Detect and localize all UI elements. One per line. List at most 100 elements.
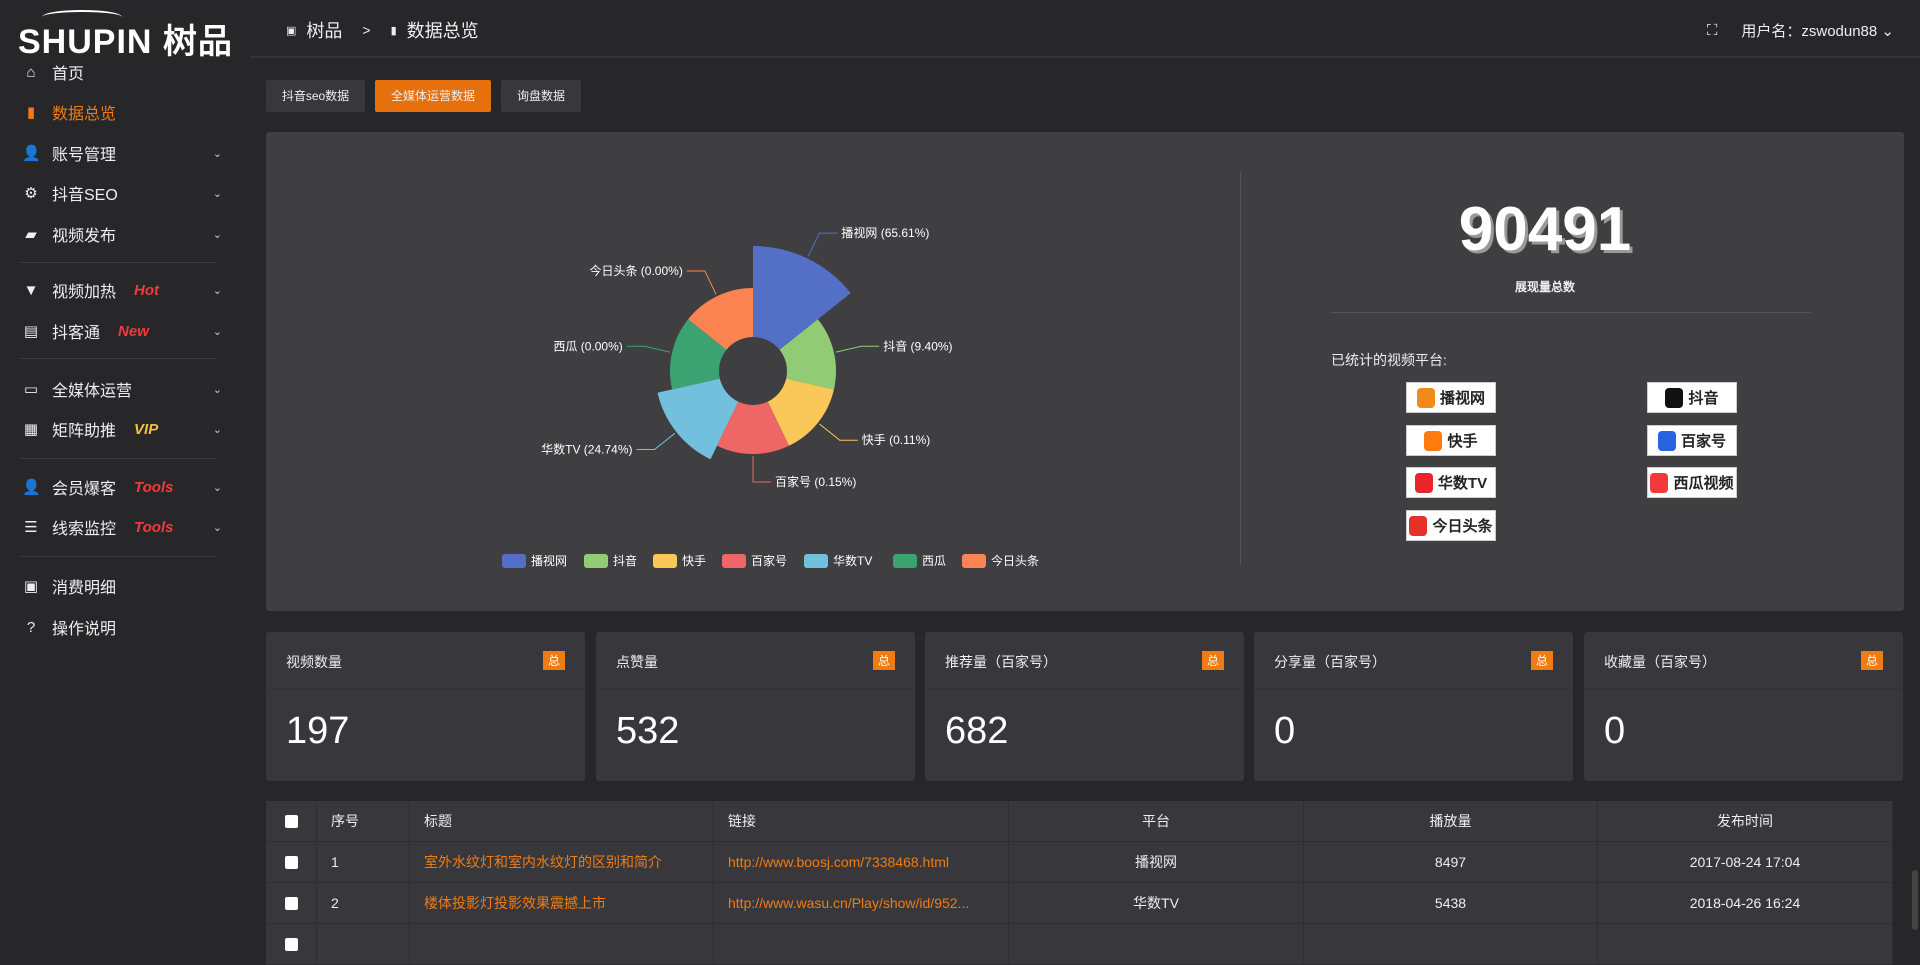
sidebar-item-7[interactable]: ▭ 全媒体运营 ⌄: [22, 374, 232, 404]
chevron-down-icon: ⌄: [212, 228, 222, 241]
help-icon: ?: [26, 618, 36, 636]
table-cell[interactable]: http://www.boosj.com/7338468.html: [728, 854, 950, 870]
platform-logo-mark: [1424, 430, 1443, 451]
legend-label[interactable]: 快手: [682, 554, 706, 568]
table-cell: 2018-04-26 16:24: [1689, 895, 1801, 911]
sidebar-item-label: 全媒体运营: [52, 383, 133, 400]
legend-swatch[interactable]: [653, 554, 677, 568]
sidebar-item-10[interactable]: ☰ 线索监控 Tools ⌄: [22, 512, 232, 542]
platform-logo-mark: [1414, 472, 1433, 493]
label-line: [807, 232, 838, 257]
table-cell[interactable]: 室外水纹灯和室内水纹灯的区别和简介: [424, 854, 662, 870]
label-line: [819, 423, 858, 441]
sidebar-item-3[interactable]: ⚙ 抖音SEO ⌄: [22, 178, 232, 208]
row-checkbox[interactable]: [284, 855, 298, 869]
legend-swatch[interactable]: [584, 554, 608, 568]
stat-value: 197: [286, 710, 350, 752]
stat-title: 视频数量: [286, 654, 342, 670]
sidebar-item-label: 首页: [52, 66, 85, 83]
tab-all-media[interactable]: 全媒体运营数据: [375, 80, 491, 112]
table-cell: 8497: [1434, 854, 1467, 870]
table-cell[interactable]: http://www.wasu.cn/Play/show/id/952...: [728, 895, 970, 911]
legend-label[interactable]: 播视网: [531, 553, 567, 568]
slice-label: 快手 (0.11%): [862, 433, 930, 447]
sidebar-item-5[interactable]: ▼ 视频加热 Hot ⌄: [22, 275, 232, 305]
member-icon: 👤: [22, 479, 41, 496]
platform-logo: 今日头条: [1406, 510, 1496, 541]
logo[interactable]: SHUPIN 树品: [18, 10, 233, 63]
user-menu[interactable]: 用户名：zswodun88 ⌄: [1741, 20, 1894, 41]
stat-title: 分享量（百家号）: [1274, 654, 1386, 670]
pie-slice[interactable]: [688, 288, 753, 350]
rose-pie-chart: 播视网 (65.61%) 抖音 (9.40%) 快手 (0.11%) 百家号 (0.1…: [502, 225, 1039, 568]
pie-slice[interactable]: [753, 246, 851, 350]
legend-label[interactable]: 西瓜: [922, 554, 946, 568]
tab-douyin-seo[interactable]: 抖音seo数据: [266, 80, 365, 112]
sidebar-item-1[interactable]: ▮ 数据总览: [22, 97, 232, 127]
sidebar-item-9[interactable]: 👤 会员爆客 Tools ⌄: [22, 472, 232, 502]
pie-slice[interactable]: [779, 319, 836, 390]
monitor-icon: ▭: [23, 381, 39, 398]
home-icon: ⌂: [26, 63, 36, 81]
tab-inquiry[interactable]: 询盘数据: [501, 80, 581, 112]
table-cell[interactable]: 楼体投影灯投影效果震撼上市: [424, 895, 606, 911]
column-header: 标题: [424, 813, 452, 829]
sidebar-item-4[interactable]: ▰ 视频发布 ⌄: [22, 219, 232, 249]
legend-swatch[interactable]: [502, 554, 526, 568]
column-header: 平台: [1142, 813, 1170, 829]
logo-text: SHUPIN: [18, 23, 153, 61]
label-line: [752, 456, 771, 483]
breadcrumb-current: 数据总览: [406, 21, 479, 41]
sidebar-item-2[interactable]: 👤 账号管理 ⌄: [22, 138, 232, 168]
logo-cn: 树品: [162, 23, 233, 61]
sidebar-item-label: 会员爆客: [52, 481, 117, 498]
sidebar-item-label: 视频发布: [52, 228, 117, 245]
sidebar-item-label: 视频加热: [52, 284, 117, 301]
legend-label[interactable]: 百家号: [751, 553, 787, 568]
legend-swatch[interactable]: [962, 554, 986, 568]
pie-slice[interactable]: [716, 401, 790, 454]
breadcrumb-home[interactable]: 树品: [306, 21, 343, 41]
divider: [1240, 172, 1241, 565]
sidebar-divider: [20, 262, 216, 263]
stat-value: 682: [945, 710, 1009, 752]
fullscreen-icon[interactable]: ⛶: [1706, 22, 1718, 39]
legend-label[interactable]: 华数TV: [833, 553, 872, 568]
label-line: [636, 432, 676, 451]
sidebar-item-12[interactable]: ? 操作说明: [22, 612, 232, 642]
stat-title: 推荐量（百家号）: [945, 654, 1057, 670]
platform-logo: 抖音: [1647, 382, 1737, 413]
sidebar-item-8[interactable]: ▦ 矩阵助推 VIP ⌄: [22, 414, 232, 444]
sidebar-item-6[interactable]: ▤ 抖客通 New ⌄: [22, 316, 232, 346]
pie-slice[interactable]: [657, 378, 739, 460]
sidebar-badge: Hot: [134, 281, 160, 299]
legend-label[interactable]: 今日头条: [991, 553, 1039, 568]
divider: [1331, 312, 1811, 313]
stat-card: 点赞量 总 532: [596, 632, 915, 781]
table-row: 1 室外水纹灯和室内水纹灯的区别和简介 http://www.boosj.com/7…: [266, 842, 1893, 883]
sliders-icon: ☰: [24, 519, 38, 536]
chevron-down-icon: ⌄: [212, 521, 222, 534]
stat-card: 收藏量（百家号） 总 0: [1584, 632, 1903, 781]
platform-logo: 西瓜视频: [1647, 467, 1737, 498]
sidebar-item-11[interactable]: ▣ 消费明细: [22, 571, 232, 601]
sidebar-item-label: 矩阵助推: [52, 423, 117, 440]
platform-logo: 华数TV: [1406, 467, 1496, 498]
legend-swatch[interactable]: [804, 554, 828, 568]
pie-slice[interactable]: [670, 319, 727, 390]
row-checkbox[interactable]: [284, 937, 298, 951]
row-checkbox[interactable]: [284, 896, 298, 910]
user-icon: 👤: [22, 145, 41, 162]
sidebar-item-label: 线索监控: [52, 521, 117, 538]
total-impressions-label: 展现量总数: [1514, 280, 1575, 294]
scrollbar[interactable]: [1912, 870, 1918, 930]
legend-label[interactable]: 抖音: [613, 553, 637, 568]
sidebar-item-label: 抖音SEO: [52, 187, 118, 204]
row-checkbox[interactable]: [284, 814, 298, 828]
sidebar-item-0[interactable]: ⌂ 首页: [22, 57, 232, 87]
heater-icon: ▼: [23, 281, 39, 299]
pie-slice[interactable]: [767, 378, 834, 446]
legend-swatch[interactable]: [893, 554, 917, 568]
sidebar-badge: New: [118, 322, 149, 340]
legend-swatch[interactable]: [722, 554, 746, 568]
